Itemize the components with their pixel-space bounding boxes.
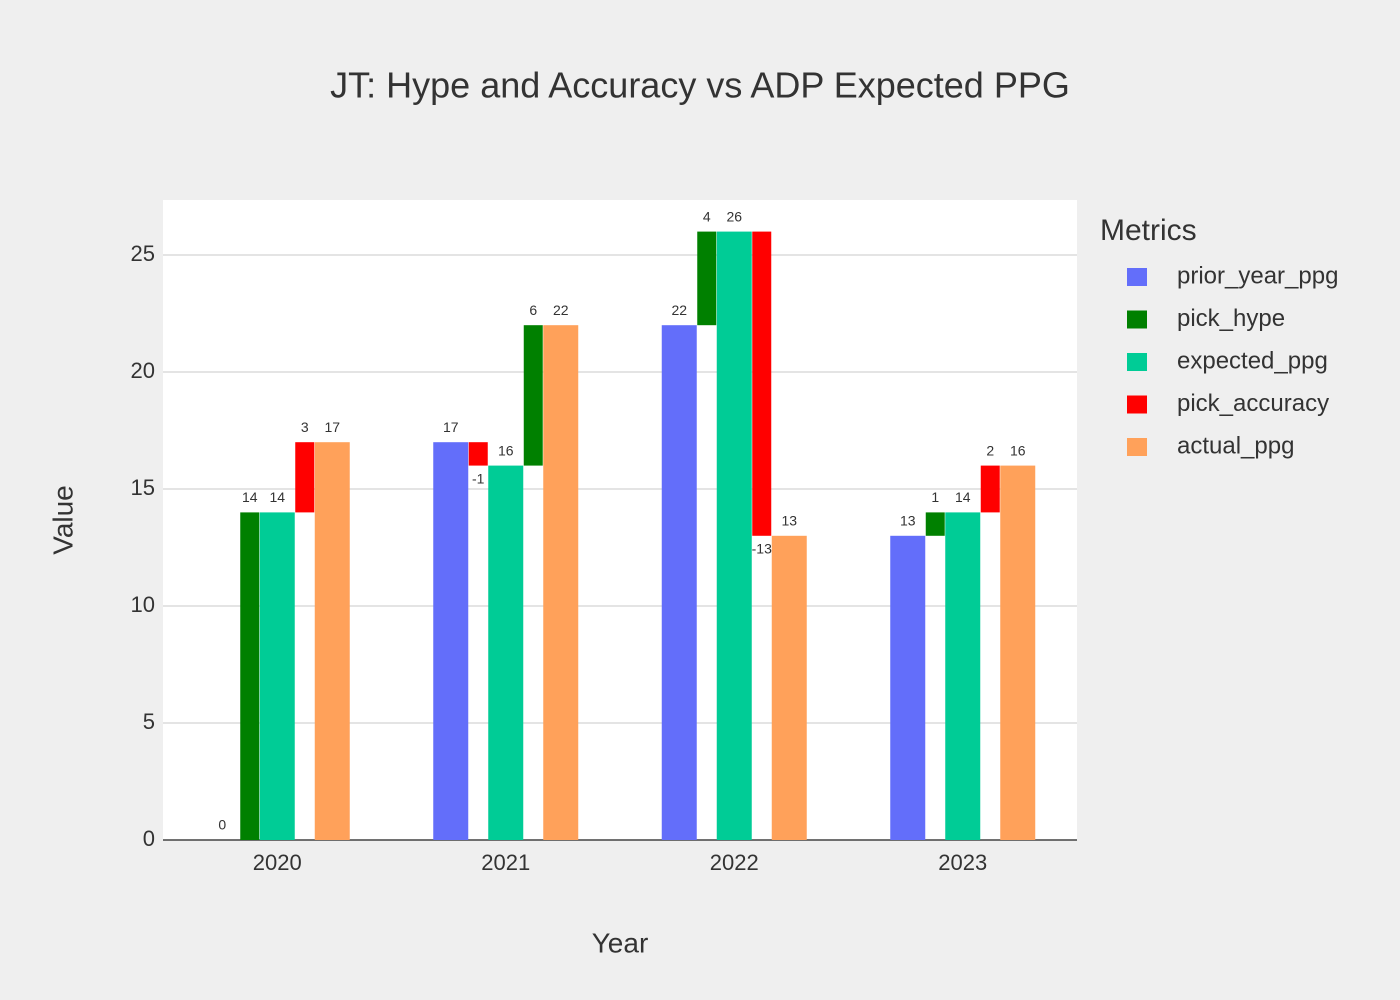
bar bbox=[523, 325, 543, 466]
y-tick-label: 5 bbox=[143, 709, 155, 734]
value-label: 22 bbox=[553, 302, 569, 318]
value-label: 1 bbox=[931, 489, 939, 505]
value-label: -13 bbox=[752, 540, 772, 556]
value-label: 14 bbox=[269, 489, 285, 505]
legend-swatch bbox=[1127, 268, 1147, 286]
legend-swatch bbox=[1127, 438, 1147, 456]
bar bbox=[295, 442, 315, 513]
bar bbox=[259, 512, 295, 840]
x-tick-label: 2021 bbox=[481, 850, 530, 875]
value-label: 6 bbox=[529, 302, 537, 318]
bar bbox=[771, 535, 807, 840]
value-label: 13 bbox=[781, 512, 797, 528]
value-label: 16 bbox=[498, 442, 514, 458]
y-tick-label: 25 bbox=[131, 241, 155, 266]
value-label: 2 bbox=[986, 442, 994, 458]
chart-title: JT: Hype and Accuracy vs ADP Expected PP… bbox=[330, 65, 1070, 106]
value-label: 13 bbox=[900, 512, 916, 528]
legend-swatch bbox=[1127, 353, 1147, 371]
x-tick-label: 2020 bbox=[253, 850, 302, 875]
x-tick-label: 2023 bbox=[938, 850, 987, 875]
bar bbox=[697, 231, 717, 326]
bar bbox=[468, 442, 488, 466]
bar bbox=[980, 465, 1000, 513]
bar bbox=[1000, 465, 1036, 840]
value-label: 26 bbox=[726, 208, 742, 224]
value-label: 14 bbox=[955, 489, 971, 505]
value-label: 14 bbox=[242, 489, 258, 505]
bar bbox=[661, 325, 697, 840]
bar bbox=[925, 512, 945, 536]
y-tick-label: 20 bbox=[131, 358, 155, 383]
bar bbox=[543, 325, 579, 840]
value-label: 22 bbox=[671, 302, 687, 318]
legend-label: actual_ppg bbox=[1177, 432, 1294, 459]
bar bbox=[752, 231, 772, 536]
legend-swatch bbox=[1127, 395, 1147, 414]
y-tick-label: 0 bbox=[143, 826, 155, 851]
value-label: 17 bbox=[324, 419, 340, 435]
legend-label: pick_accuracy bbox=[1177, 390, 1329, 417]
bar bbox=[240, 512, 260, 840]
x-tick-label: 2022 bbox=[710, 850, 759, 875]
value-label: 0 bbox=[218, 817, 226, 833]
value-label: 3 bbox=[301, 419, 309, 435]
y-axis-title: Value bbox=[47, 485, 78, 555]
bar bbox=[433, 442, 469, 840]
legend-label: prior_year_ppg bbox=[1177, 262, 1338, 289]
value-label: 4 bbox=[703, 208, 711, 224]
legend-title: Metrics bbox=[1100, 214, 1197, 247]
bar bbox=[890, 535, 926, 840]
x-axis-title: Year bbox=[592, 927, 649, 958]
bar bbox=[945, 512, 981, 840]
bar bbox=[488, 465, 524, 840]
value-label: -1 bbox=[472, 470, 485, 486]
value-label: 17 bbox=[443, 419, 459, 435]
legend-label: pick_hype bbox=[1177, 305, 1285, 332]
bar bbox=[716, 231, 752, 840]
legend-swatch bbox=[1127, 310, 1147, 329]
bar bbox=[314, 442, 350, 840]
value-label: 16 bbox=[1010, 442, 1026, 458]
y-tick-label: 10 bbox=[131, 592, 155, 617]
y-tick-label: 15 bbox=[131, 475, 155, 500]
legend-label: expected_ppg bbox=[1177, 347, 1328, 374]
